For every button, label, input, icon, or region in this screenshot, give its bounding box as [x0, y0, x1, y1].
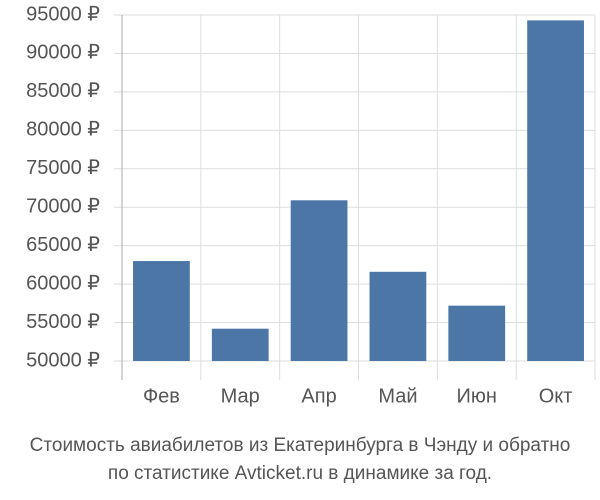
x-tick-label: Окт	[539, 385, 573, 407]
bar	[133, 261, 190, 361]
bar	[369, 271, 427, 361]
x-tick-label: Апр	[301, 385, 336, 407]
x-tick-label: Фев	[143, 385, 180, 407]
x-tick-label: Июн	[457, 385, 497, 407]
y-tick-label: 75000 ₽	[26, 157, 100, 179]
bar	[448, 305, 506, 361]
y-tick-label: 60000 ₽	[26, 272, 100, 294]
y-tick-label: 85000 ₽	[26, 80, 100, 102]
x-tick-label: Май	[378, 385, 417, 407]
caption-line: Стоимость авиабилетов из Екатеринбурга в…	[30, 435, 571, 456]
bar	[211, 328, 269, 361]
y-tick-label: 55000 ₽	[26, 311, 100, 333]
y-tick-label: 70000 ₽	[26, 196, 100, 218]
y-tick-label: 80000 ₽	[26, 119, 100, 141]
caption-line: по статистике Avticket.ru в динамике за …	[108, 463, 492, 484]
bar	[290, 200, 348, 361]
y-tick-label: 50000 ₽	[26, 349, 100, 371]
y-tick-label: 90000 ₽	[26, 42, 100, 64]
y-tick-label: 65000 ₽	[26, 234, 100, 256]
x-tick-label: Мар	[221, 385, 260, 407]
y-tick-label: 95000 ₽	[26, 3, 100, 25]
bar	[527, 20, 584, 361]
